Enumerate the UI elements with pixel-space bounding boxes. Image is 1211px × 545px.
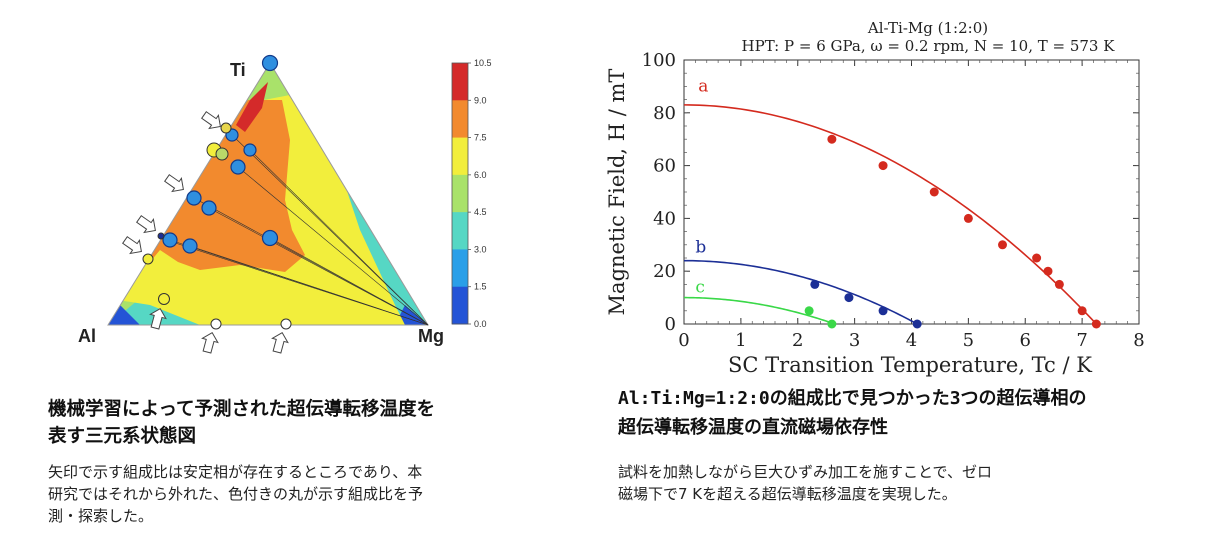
vertex-label-ti: Ti <box>230 60 246 80</box>
colorbar-tick-label: 4.5 <box>474 207 487 217</box>
colorbar-segment <box>452 63 468 101</box>
fit-curve-b <box>683 259 918 325</box>
y-tick-label: 40 <box>653 208 676 229</box>
colorbar-tick-label: 3.0 <box>474 244 487 254</box>
blue-region-mg <box>395 305 428 325</box>
x-tick-label: 1 <box>735 330 746 351</box>
y-axis-label: Magnetic Field, H / mT <box>605 69 629 316</box>
right-caption-body: 試料を加熱しながら巨大ひずみ加工を施すことで、ゼロ 磁場下で7 Kを超える超伝導… <box>618 463 992 503</box>
prediction-point <box>186 190 202 206</box>
arrow-icon <box>201 331 219 354</box>
ternary-contour-regions <box>108 82 428 325</box>
data-point-a <box>878 161 888 171</box>
vertex-label-al: Al <box>78 326 96 346</box>
data-point-a <box>929 187 939 197</box>
orange-region <box>145 100 305 272</box>
colorbar: 10.5 9.0 7.5 6.0 4.5 3.0 1.5 0.0 <box>451 58 492 329</box>
colorbar-tick-label: 9.0 <box>474 95 487 105</box>
colorbar-segment <box>452 286 468 325</box>
chart-subtitle: HPT: P = 6 GPa, ω = 0.2 rpm, N = 10, T =… <box>742 37 1116 55</box>
fit-curve-a <box>683 104 1097 325</box>
colorbar-tick-label: 1.5 <box>474 282 487 292</box>
plot-frame <box>683 59 1140 325</box>
arrow-icon <box>271 331 289 354</box>
data-point-c <box>804 306 814 316</box>
x-tick-label: 4 <box>906 330 917 351</box>
prediction-point <box>182 238 198 254</box>
colorbar-segment <box>452 249 468 288</box>
arrow-icon <box>122 236 142 255</box>
fit-curves <box>683 104 1097 325</box>
ternary-diagram: Ti Al Mg 10.5 9.0 7.5 6.0 4.5 3.0 1.5 0.0 <box>78 54 492 354</box>
series-label-c: c <box>695 277 705 297</box>
prediction-point <box>243 143 257 157</box>
y-tick-label: 60 <box>653 156 676 177</box>
prediction-point <box>201 200 217 216</box>
x-axis-label: SC Transition Temperature, Tc / K <box>728 353 1092 377</box>
colorbar-segment <box>452 137 468 176</box>
vertex-label-mg: Mg <box>418 326 444 346</box>
data-point-a <box>1043 266 1053 276</box>
arrow-icon <box>164 174 184 193</box>
data-point-b <box>878 306 888 316</box>
prediction-point <box>261 54 279 72</box>
series-labels: a bc <box>695 77 708 298</box>
x-tick-label: 7 <box>1076 330 1087 351</box>
red-region <box>236 82 268 132</box>
right-caption-title: Al:Ti:Mg=1:2:0の組成比で見つかった3つの超伝導相の 超伝導転移温度… <box>618 388 1087 438</box>
data-point-b <box>810 279 820 289</box>
prediction-point <box>162 232 178 248</box>
data-point-a <box>998 240 1007 250</box>
fit-curve-c <box>684 296 835 325</box>
colorbar-tick-label: 6.0 <box>474 170 487 180</box>
arrow-icon <box>136 215 156 234</box>
colorbar-tick-label: 7.5 <box>474 133 487 143</box>
data-point-a <box>1077 306 1087 316</box>
x-tick-label: 6 <box>1020 330 1031 351</box>
stable-phase-arrows <box>122 111 289 354</box>
blue-region-al <box>108 305 140 325</box>
colorbar-segment <box>452 212 468 250</box>
data-point-c <box>827 319 837 329</box>
data-point-a <box>1032 253 1042 263</box>
data-point-a <box>827 134 837 144</box>
y-tick-label: 0 <box>665 314 676 335</box>
data-point-a <box>963 213 973 223</box>
colorbar-segment <box>452 174 468 213</box>
y-tick-label: 80 <box>653 103 676 124</box>
tie-lines <box>159 134 429 326</box>
left-caption-title: 機械学習によって予測された超伝導転移温度を 表す三元系状態図 <box>48 399 436 447</box>
arrow-icon <box>201 111 221 130</box>
x-tick-label: 5 <box>963 330 974 351</box>
x-tick-label: 8 <box>1133 330 1144 351</box>
colorbar-tick-label: 0.0 <box>474 319 487 329</box>
colorbar-segment <box>452 100 468 139</box>
data-point-b <box>912 319 922 329</box>
x-tick-label: 0 <box>678 330 689 351</box>
chart-title: Al-Ti-Mg (1:2:0) <box>867 19 988 37</box>
data-point-a <box>1054 279 1064 289</box>
x-tick-label: 3 <box>849 330 860 351</box>
y-tick-label: 100 <box>642 50 676 71</box>
colorbar-tick-label: 10.5 <box>474 58 492 68</box>
series-label-b: b <box>695 238 706 258</box>
x-tick-label: 2 <box>792 330 803 351</box>
data-point-a <box>1091 319 1101 329</box>
left-caption-body: 矢印で示す組成比は安定相が存在するところであり、本 研究ではそれから外れた、色付… <box>48 463 424 525</box>
y-tick-label: 20 <box>653 261 676 282</box>
arrow-icon <box>149 307 167 330</box>
series-label-a: a <box>698 77 708 97</box>
prediction-point <box>230 159 246 175</box>
data-point-b <box>844 293 854 303</box>
hc-chart: Al-Ti-Mg (1:2:0) HPT: P = 6 GPa, ω = 0.2… <box>605 19 1145 377</box>
prediction-point <box>261 229 279 247</box>
stable-phase-points <box>142 122 292 330</box>
data-points <box>804 134 1101 329</box>
